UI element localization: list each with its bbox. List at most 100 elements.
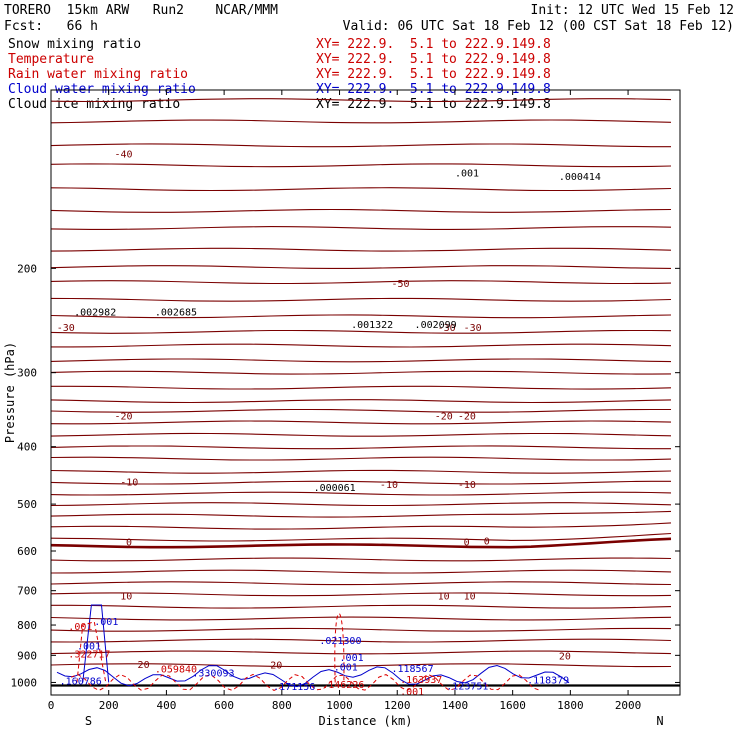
temperature-label: -20 <box>458 412 476 423</box>
temperature-label: -20 <box>435 412 453 423</box>
isotherm-line <box>50 329 672 334</box>
y-tick-label: 1000 <box>11 676 38 689</box>
temperature-label: 0 <box>484 536 490 547</box>
temperature-label: 20 <box>559 652 571 663</box>
isotherm-line <box>51 343 672 348</box>
forecast-hour: Fcst: 66 h <box>4 19 98 34</box>
north-end-label: N <box>656 714 663 728</box>
isotherm-line <box>50 247 672 252</box>
isotherm-line <box>50 358 672 363</box>
isotherm-line <box>50 420 672 425</box>
x-tick-label: 1800 <box>557 699 584 712</box>
x-tick-label: 0 <box>48 699 55 712</box>
cloud-water-label: .160786 <box>60 676 102 687</box>
rain-label: .163937 <box>400 675 442 686</box>
temperature-label: 0 <box>464 537 470 548</box>
cloud-water-label: .001 <box>340 653 364 664</box>
cloud-water-label: .118567 <box>391 664 433 675</box>
isotherm-line <box>50 502 672 507</box>
cloud-water-label: .118379 <box>527 676 569 687</box>
ice-label: .000414 <box>559 172 601 183</box>
isotherm-line <box>50 491 672 496</box>
isotherm-line <box>50 143 671 148</box>
isotherm-line <box>50 98 672 103</box>
x-tick-label: 200 <box>99 699 119 712</box>
isotherm-line <box>50 187 672 192</box>
isotherm-line <box>50 469 672 474</box>
snow-label: .002685 <box>155 307 197 318</box>
isotherm-line <box>50 627 672 632</box>
temperature-label: 10 <box>464 592 476 603</box>
x-axis-label: Distance (km) <box>319 714 413 728</box>
temperature-label: -30 <box>57 323 75 334</box>
isotherm-line <box>50 399 672 404</box>
y-axis-label: Pressure (hPa) <box>3 342 17 443</box>
temperature-label: 10 <box>438 592 450 603</box>
cloud-water-label: .330093 <box>192 669 234 680</box>
isotherm-line <box>50 592 672 597</box>
temperature-label: -40 <box>114 150 132 161</box>
y-tick-label: 500 <box>17 498 37 511</box>
temperature-label: 20 <box>270 661 282 672</box>
cloud-water-label: .021300 <box>319 636 361 647</box>
temperature-label: -10 <box>458 480 476 491</box>
isotherm-line <box>50 432 672 437</box>
isotherm-line <box>51 604 672 609</box>
rain-tower <box>76 621 107 683</box>
cloud-water-label: .001 <box>77 642 101 653</box>
isotherm-line <box>50 208 672 213</box>
temperature-label: -10 <box>120 477 138 488</box>
isotherm-line <box>50 408 671 413</box>
y-tick-label: 900 <box>17 649 37 662</box>
rain-label: .146226 <box>322 680 364 691</box>
field-xy-rain: XY= 222.9. 5.1 to 222.9.149.8 <box>316 67 551 82</box>
y-tick-label: 200 <box>17 262 37 275</box>
x-tick-label: 600 <box>214 699 234 712</box>
snow-label: .002099 <box>415 320 457 331</box>
y-tick-label: 300 <box>17 367 37 380</box>
cloud-water-label: .001 <box>334 663 358 674</box>
isotherm-line <box>50 569 672 574</box>
x-tick-label: 800 <box>272 699 292 712</box>
isotherm-line <box>50 650 672 655</box>
isotherm-line <box>50 480 671 485</box>
temperature-label: 10 <box>120 592 132 603</box>
isotherm-line <box>50 314 672 319</box>
snow-label: .001322 <box>351 320 393 331</box>
cloud-water-label: .001 <box>94 617 118 628</box>
isotherm-line <box>50 226 672 230</box>
snow-label: .002982 <box>74 307 116 318</box>
cloud-water-label: .171156 <box>273 682 315 693</box>
field-name-rain: Rain water mixing ratio <box>8 67 189 82</box>
temperature-label: -30 <box>464 323 482 334</box>
temperature-label: 0 <box>126 537 132 548</box>
temperature-label: -20 <box>114 412 132 423</box>
isotherm-line <box>50 581 672 586</box>
plot-frame <box>50 89 681 696</box>
cloud-water-tower <box>82 604 110 683</box>
isotherm-line <box>50 445 671 450</box>
y-tick-label: 800 <box>17 619 37 632</box>
y-tick-label: 400 <box>17 441 37 454</box>
isotherm-line <box>50 663 672 668</box>
isotherm-line <box>50 510 672 518</box>
rain-column <box>334 613 345 683</box>
cloud-water-label: .123751 <box>446 682 488 693</box>
rain-label: .322717 <box>68 649 110 660</box>
x-tick-label: 1200 <box>384 699 411 712</box>
isotherm-line <box>50 280 672 285</box>
rain-label: .059840 <box>155 665 197 676</box>
init-time: Init: 12 UTC Wed 15 Feb 12 <box>530 3 735 18</box>
isotherm-line <box>50 265 672 269</box>
south-end-label: S <box>85 714 92 728</box>
x-tick-label: 1400 <box>442 699 469 712</box>
x-tick-label: 1600 <box>499 699 526 712</box>
field-name-snow: Snow mixing ratio <box>8 37 142 52</box>
isotherm-line <box>50 297 672 302</box>
isotherm-line <box>50 522 672 530</box>
isotherm-line <box>50 163 672 168</box>
field-xy-snow: XY= 222.9. 5.1 to 222.9.149.8 <box>316 37 551 52</box>
isotherm-line <box>50 557 672 562</box>
temperature-label: -30 <box>438 323 456 334</box>
